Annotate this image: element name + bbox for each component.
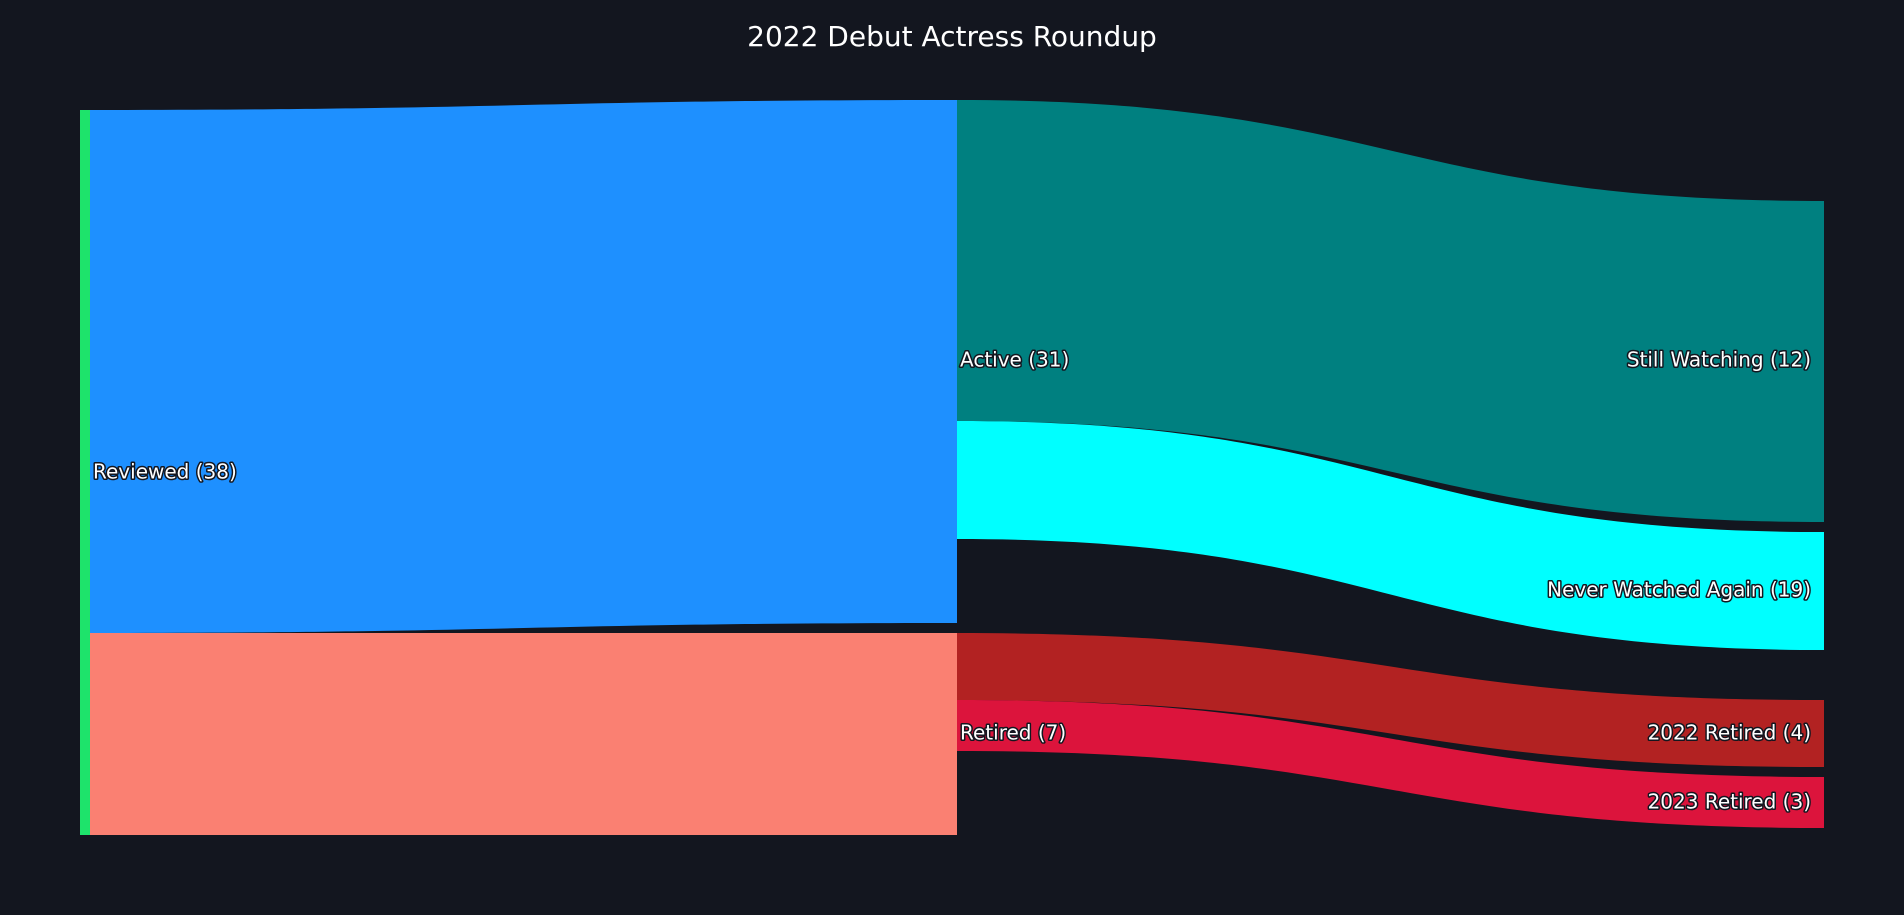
link-retired-to-r2022[interactable]: [957, 633, 1824, 767]
node-reviewed[interactable]: [80, 110, 90, 835]
node-label-reviewed: Reviewed (38): [93, 460, 237, 484]
link-retired-to-r2023[interactable]: [957, 700, 1824, 828]
nodes-layer: Reviewed (38) Active (31) Retired (7) Still…: [80, 110, 1813, 835]
node-label-never: Never Watched Again (19): [1547, 578, 1811, 602]
link-reviewed-to-retired[interactable]: [90, 633, 957, 835]
node-label-r2022: 2022 Retired (4): [1648, 721, 1811, 745]
link-active-to-still[interactable]: [957, 100, 1824, 522]
links-layer: [90, 100, 1824, 835]
chart-title: 2022 Debut Actress Roundup: [747, 20, 1157, 53]
node-label-still: Still Watching (12): [1627, 348, 1811, 372]
link-active-to-never[interactable]: [957, 421, 1824, 650]
node-label-retired: Retired (7): [960, 721, 1066, 745]
node-label-active: Active (31): [960, 348, 1069, 372]
link-reviewed-to-active[interactable]: [90, 100, 957, 633]
node-label-r2023: 2023 Retired (3): [1648, 790, 1811, 814]
